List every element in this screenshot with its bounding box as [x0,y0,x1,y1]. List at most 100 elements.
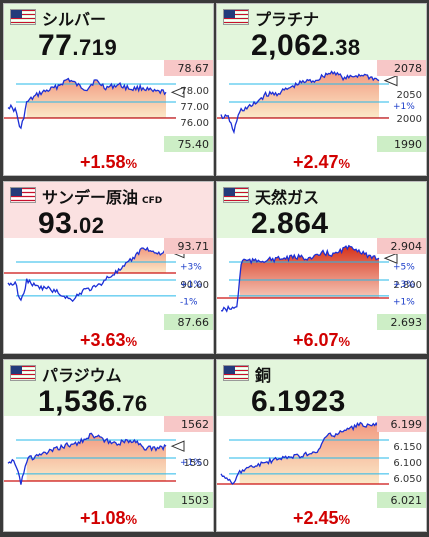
card-platinum[interactable]: プラチナ 2,062.38 2078 1990 2050 2000 +1% +2.47% [216,3,427,176]
change-num: +3.63 [79,330,126,350]
price-line [7,77,167,130]
change-value: +6.07% [217,330,426,351]
flag-stripe [224,200,248,201]
card-header-bg [4,4,213,66]
low-label: 2.693 [391,316,423,329]
price-line [220,421,380,485]
flag-stripe [224,366,248,367]
change-pct-sign: % [125,512,138,527]
low-label: 75.40 [178,138,210,151]
price-dec: .02 [72,213,105,238]
flag-stripe [11,370,35,371]
price-int: 77 [38,29,73,62]
flag-stripe [11,10,35,11]
price-int: 2.864 [251,207,329,240]
tick-label: 6.150 [393,442,422,453]
card-header-bg [217,182,426,244]
percent-label: +1% [180,280,202,290]
high-label: 1562 [181,418,209,431]
us-flag-icon [10,187,36,203]
price-int: 1,536 [38,385,116,418]
commodity-name-text: 天然ガス [255,188,320,207]
change-pct-sign: % [338,512,351,527]
flag-stripe [224,22,248,23]
change-pct-sign: % [338,334,351,349]
change-pct-sign: % [125,334,138,349]
flag-stripe [11,194,35,195]
card-header-bg [217,360,426,422]
flag-stripe [224,370,248,371]
flag-canton [11,188,22,196]
high-label: 93.71 [178,240,210,253]
flag-stripe [11,376,35,377]
percent-label: -1% [180,297,198,307]
low-label-box [164,136,213,152]
price-int: 6.1923 [251,385,346,418]
commodity-name: プラチナ [255,6,323,30]
commodity-name: 天然ガス [255,184,323,208]
percent-label: +3% [180,263,202,273]
card-copper[interactable]: 銅 6.1923 6.199 6.021 6.150 6.100 6.050 +2.45… [216,359,427,532]
commodity-name-text: プラチナ [255,10,320,29]
flag-stripe [224,198,248,199]
price-chart: 1562 1503 1550+1% [4,416,213,508]
tick-label: 2000 [397,114,422,125]
price: 77.719 [38,29,117,63]
flag-stripe [224,18,248,19]
card-header-bg [4,360,213,422]
flag-stripe [224,10,248,11]
price-line [7,432,167,485]
tick-label: 76.00 [180,118,209,129]
percent-label: +1% [180,458,202,468]
percent-label: +5% [393,263,415,273]
high-label-box [377,60,426,76]
price-chart: 2.904 2.693 2.800 +5% +3% +1% [217,238,426,330]
flag-stripe [11,198,35,199]
high-label: 2078 [394,62,422,75]
flag-canton [224,188,235,196]
flag-canton [224,10,235,18]
flag-stripe [224,12,248,13]
commodity-name-text: 銅 [255,366,272,385]
us-flag-icon [223,9,249,25]
high-label: 78.67 [178,62,210,75]
chart-area [239,422,379,484]
card-header-bg [4,182,213,244]
price-line [7,246,167,303]
price-dec: .76 [115,391,148,416]
price-dec: .719 [72,35,118,60]
change-pct-sign: % [125,156,138,171]
change-num: +1.58 [79,152,126,172]
flag-stripe [11,200,35,201]
price-int: 93 [38,207,73,240]
change-value: +1.08% [4,508,213,529]
high-label-box [377,238,426,254]
card-palladium[interactable]: パラジウム 1,536.76 1562 1503 1550 +1% +1.08% [3,359,214,532]
card-natural-gas[interactable]: 天然ガス 2.864 2.904 2.693 2.800 +5% +3% +1% +6.0… [216,181,427,354]
commodity-name: パラジウム [42,362,126,386]
price-chart: 6.199 6.021 6.150 6.100 6.050 [217,416,426,508]
current-price-marker [383,74,398,87]
low-label-box [164,492,213,508]
card-silver[interactable]: シルバー 77.719 78.67 75.40 78.00 77.00 76.00 +1… [3,3,214,176]
flag-stripe [224,368,248,369]
low-label-box [377,314,426,330]
price: 1,536.76 [38,385,148,419]
flag-stripe [224,16,248,17]
flag-stripe [224,376,248,377]
card-sunday-crude-oil[interactable]: サンデー原油 CFD 93.02 93.71 87.66 90.00 +3% +1% -1%… [3,181,214,354]
price-chart: 78.67 75.40 78.00 77.00 76.00 [4,60,213,152]
tick-label: 1550 [184,458,209,469]
tick-label: 6.050 [393,474,422,485]
flag-stripe [224,374,248,375]
low-label-box [377,492,426,508]
us-flag-icon [223,187,249,203]
flag-stripe [11,372,35,373]
low-label: 87.66 [178,316,210,329]
low-label-box [164,314,213,330]
us-flag-icon [223,365,249,381]
chart-area [239,71,379,118]
flag-stripe [11,378,35,379]
price-dec: .38 [328,35,361,60]
